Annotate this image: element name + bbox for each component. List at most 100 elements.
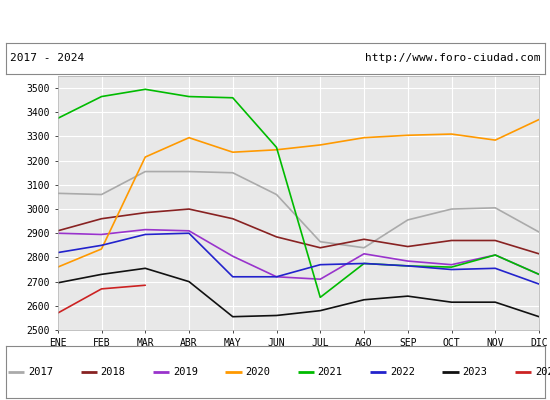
- 2022: [54, 250, 61, 255]
- Text: 2024: 2024: [535, 367, 550, 377]
- 2019: [404, 259, 411, 264]
- 2019: [98, 232, 105, 237]
- 2023: [361, 297, 367, 302]
- 2018: [361, 237, 367, 242]
- 2020: [492, 138, 498, 142]
- 2018: [54, 228, 61, 233]
- 2022: [98, 243, 105, 248]
- Text: 2021: 2021: [318, 367, 343, 377]
- 2020: [186, 135, 192, 140]
- Text: 2019: 2019: [173, 367, 198, 377]
- 2017: [536, 230, 542, 234]
- 2022: [229, 274, 236, 279]
- 2022: [273, 274, 280, 279]
- 2023: [273, 313, 280, 318]
- Line: 2024: 2024: [58, 285, 145, 313]
- 2020: [54, 265, 61, 270]
- 2018: [536, 251, 542, 256]
- Line: 2023: 2023: [58, 268, 539, 317]
- 2021: [98, 94, 105, 99]
- 2021: [492, 253, 498, 258]
- Text: Evolucion del paro registrado en San Juan de Aznalfarache: Evolucion del paro registrado en San Jua…: [36, 14, 514, 28]
- Text: 2017 - 2024: 2017 - 2024: [10, 53, 84, 63]
- 2017: [492, 206, 498, 210]
- 2019: [186, 228, 192, 233]
- 2017: [54, 191, 61, 196]
- Text: 2022: 2022: [390, 367, 415, 377]
- 2021: [229, 95, 236, 100]
- 2018: [229, 216, 236, 221]
- 2019: [317, 277, 323, 282]
- Line: 2022: 2022: [58, 233, 539, 284]
- 2018: [98, 216, 105, 221]
- Text: 2017: 2017: [28, 367, 53, 377]
- 2019: [54, 231, 61, 236]
- 2021: [404, 264, 411, 268]
- 2017: [448, 207, 455, 212]
- 2021: [273, 145, 280, 150]
- Line: 2021: 2021: [58, 89, 539, 297]
- Line: 2017: 2017: [58, 172, 539, 248]
- 2023: [98, 272, 105, 277]
- 2023: [186, 279, 192, 284]
- 2020: [229, 150, 236, 154]
- 2019: [273, 274, 280, 279]
- 2019: [448, 262, 455, 267]
- 2024: [142, 283, 148, 288]
- 2023: [404, 294, 411, 298]
- 2017: [142, 169, 148, 174]
- 2017: [404, 218, 411, 222]
- 2022: [186, 231, 192, 236]
- 2023: [448, 300, 455, 304]
- 2023: [54, 280, 61, 285]
- 2021: [54, 116, 61, 121]
- 2018: [404, 244, 411, 249]
- 2023: [229, 314, 236, 319]
- 2017: [186, 169, 192, 174]
- 2022: [536, 282, 542, 286]
- 2018: [142, 210, 148, 215]
- 2021: [186, 94, 192, 99]
- 2023: [536, 314, 542, 319]
- 2020: [317, 142, 323, 147]
- Text: 2023: 2023: [463, 367, 487, 377]
- 2020: [98, 246, 105, 251]
- 2023: [492, 300, 498, 304]
- 2023: [142, 266, 148, 271]
- 2017: [98, 192, 105, 197]
- 2017: [229, 170, 236, 175]
- Text: 2018: 2018: [101, 367, 125, 377]
- 2020: [361, 135, 367, 140]
- 2024: [54, 311, 61, 316]
- 2021: [448, 265, 455, 270]
- 2021: [142, 87, 148, 92]
- 2024: [98, 286, 105, 291]
- 2019: [142, 227, 148, 232]
- Line: 2020: 2020: [58, 120, 539, 267]
- 2018: [317, 245, 323, 250]
- Line: 2018: 2018: [58, 209, 539, 254]
- 2018: [186, 207, 192, 212]
- 2020: [273, 147, 280, 152]
- 2022: [142, 232, 148, 237]
- 2017: [361, 245, 367, 250]
- 2018: [492, 238, 498, 243]
- 2021: [317, 295, 323, 300]
- 2018: [448, 238, 455, 243]
- 2021: [536, 272, 542, 277]
- 2017: [317, 239, 323, 244]
- Text: http://www.foro-ciudad.com: http://www.foro-ciudad.com: [365, 53, 540, 63]
- 2022: [404, 264, 411, 268]
- 2023: [317, 308, 323, 313]
- 2019: [536, 272, 542, 277]
- 2019: [492, 253, 498, 258]
- 2019: [229, 254, 236, 259]
- 2022: [317, 262, 323, 267]
- 2019: [361, 251, 367, 256]
- 2022: [361, 261, 367, 266]
- 2021: [361, 261, 367, 266]
- 2022: [492, 266, 498, 271]
- 2020: [536, 117, 542, 122]
- 2020: [142, 155, 148, 160]
- 2022: [448, 267, 455, 272]
